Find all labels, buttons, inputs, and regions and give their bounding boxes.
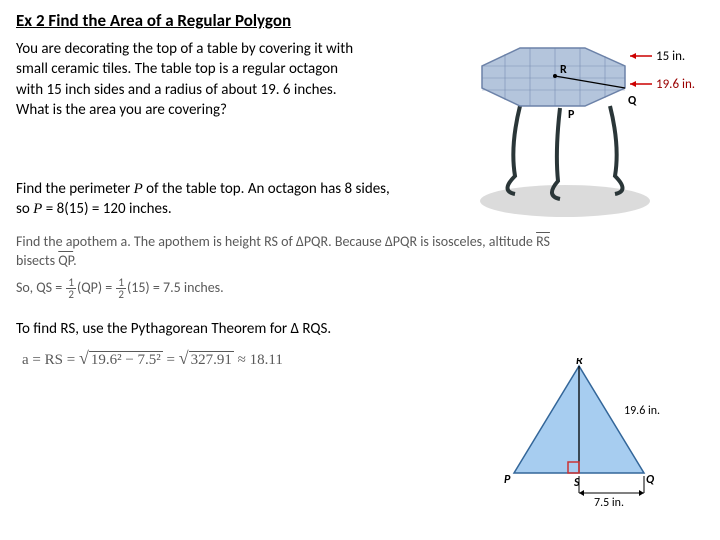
eq-prefix: a = RS = bbox=[22, 352, 79, 368]
perimeter-text-1: Find the perimeter bbox=[16, 180, 134, 198]
apothem-text-2: bisects bbox=[16, 252, 58, 269]
sqrt-icon: √ bbox=[79, 348, 89, 368]
so-qp: (QP) = bbox=[77, 279, 115, 296]
tri-P: P bbox=[504, 473, 511, 487]
eq-approx: ≈ 18.11 bbox=[234, 352, 283, 368]
perimeter-text-2: of the table top. An octagon has 8 sides… bbox=[143, 180, 390, 198]
so-prefix: So, QS = bbox=[16, 279, 65, 296]
fraction-half-1: 12 bbox=[66, 277, 76, 300]
perimeter-eq: = 8(15) = 120 inches. bbox=[42, 200, 171, 218]
radicand-1: 19.6² − 7.5² bbox=[89, 351, 163, 369]
sqrt-icon-2: √ bbox=[179, 348, 189, 368]
label-P: P bbox=[568, 108, 575, 122]
label-R: R bbox=[560, 63, 567, 77]
var-P-2: P bbox=[33, 201, 42, 217]
tri-Q: Q bbox=[646, 473, 655, 487]
radicand-2: 327.91 bbox=[189, 351, 234, 369]
pythagorean-instruction: To find RS, use the Pythagorean Theorem … bbox=[16, 320, 704, 338]
apothem-text-1: Find the apothem a. The apothem is heigh… bbox=[16, 233, 536, 250]
triangle-svg: R P Q S 19.6 in. 7.5 in. bbox=[504, 358, 684, 508]
table-figure: R P Q 15 in. 19.6 in. bbox=[460, 36, 700, 231]
label-Q: Q bbox=[628, 94, 637, 108]
tri-hyp: 19.6 in. bbox=[624, 404, 660, 418]
problem-statement: You are decorating the top of a table by… bbox=[16, 39, 356, 120]
segment-QP: QP bbox=[58, 252, 73, 269]
so-val: (15) = 7.5 inches. bbox=[127, 279, 224, 296]
label-15in: 15 in. bbox=[656, 49, 685, 64]
var-P: P bbox=[134, 181, 143, 197]
title: Ex 2 Find the Area of a Regular Polygon bbox=[16, 10, 704, 31]
eq-mid: = bbox=[163, 352, 179, 368]
perimeter-text-3: so bbox=[16, 200, 33, 218]
tri-base: 7.5 in. bbox=[594, 496, 624, 508]
qs-equation: So, QS = 12(QP) = 12(15) = 7.5 inches. bbox=[16, 277, 704, 300]
apothem-step: Find the apothem a. The apothem is heigh… bbox=[16, 233, 576, 271]
apothem-end: . bbox=[73, 252, 77, 269]
perimeter-step: Find the perimeter P of the table top. A… bbox=[16, 180, 446, 219]
tri-R: R bbox=[576, 358, 583, 368]
triangle-figure: R P Q S 19.6 in. 7.5 in. bbox=[504, 358, 684, 513]
octagon-table-svg: R P Q 15 in. 19.6 in. bbox=[460, 36, 700, 226]
label-19-6in: 19.6 in. bbox=[656, 77, 695, 92]
segment-RS: RS bbox=[536, 233, 550, 250]
fraction-half-2: 12 bbox=[116, 277, 126, 300]
